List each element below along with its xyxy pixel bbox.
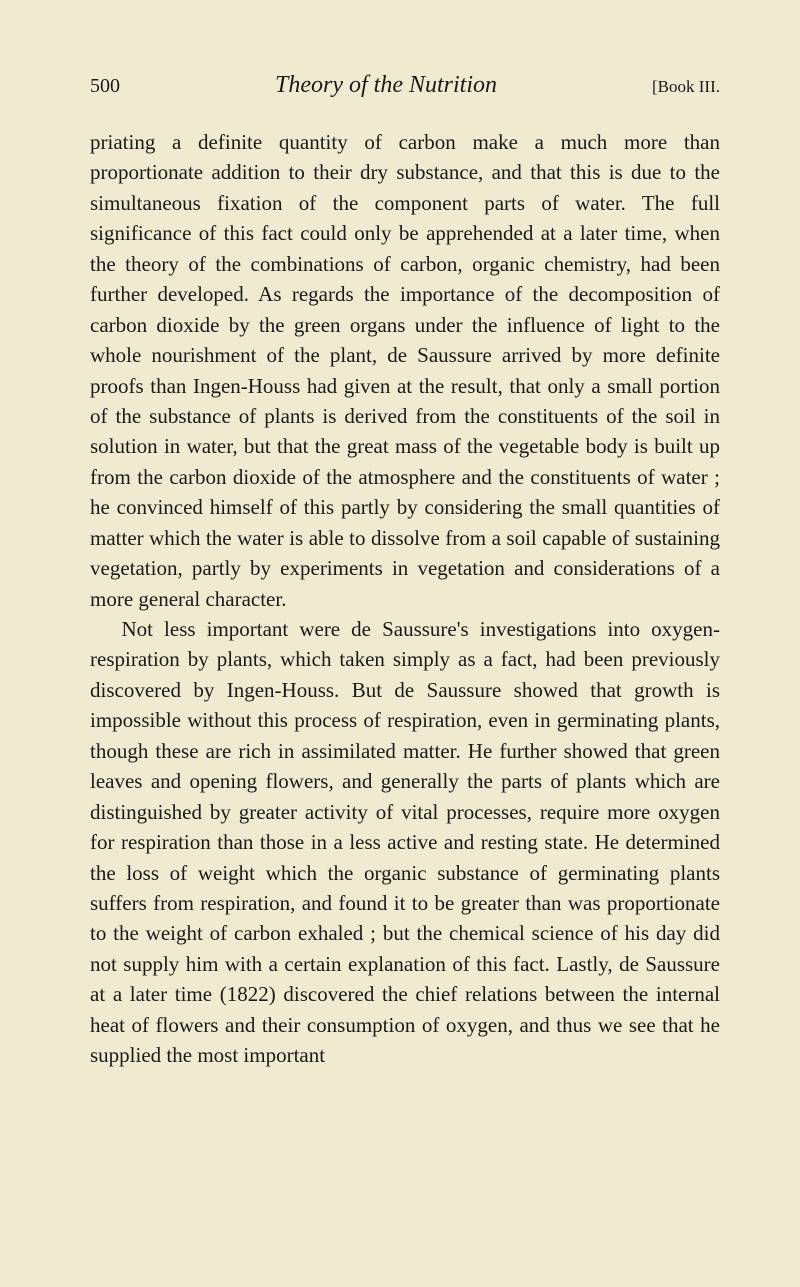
book-reference: [Book III. [652, 77, 720, 97]
page-title: Theory of the Nutrition [120, 72, 652, 99]
paragraph-1: priating a definite quantity of carbon m… [90, 127, 720, 614]
page-header: 500 Theory of the Nutrition [Book III. [90, 72, 720, 99]
paragraph-2: Not less important were de Saussure's in… [90, 614, 720, 1071]
page-number: 500 [90, 75, 120, 98]
page-container: 500 Theory of the Nutrition [Book III. p… [0, 0, 800, 1131]
body-text: priating a definite quantity of carbon m… [90, 127, 720, 1071]
